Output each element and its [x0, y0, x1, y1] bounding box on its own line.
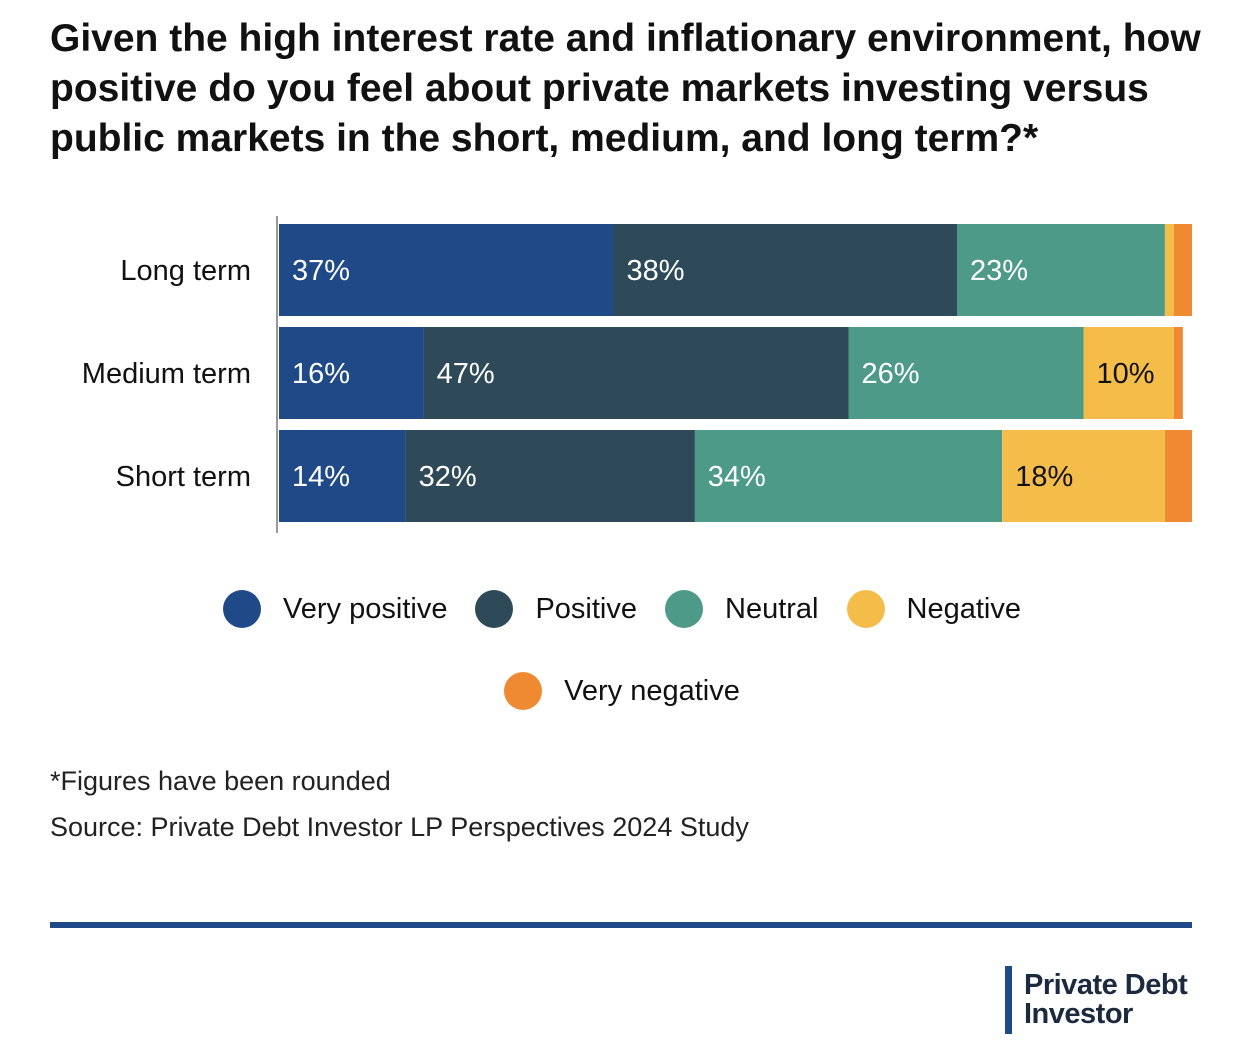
data-label-short-term-negative: 18%	[1015, 461, 1073, 493]
legend-label: Positive	[535, 592, 637, 625]
bar-short-term-very-positive	[279, 430, 406, 522]
category-label-long-term: Long term	[120, 255, 251, 287]
data-label-short-term-very-positive: 14%	[292, 461, 350, 493]
bar-medium-term-neutral	[848, 327, 1084, 419]
bar-long-term-neutral	[957, 224, 1165, 316]
logo-bar	[1005, 966, 1012, 1034]
data-label-long-term-neutral: 23%	[970, 255, 1028, 287]
legend-label: Neutral	[725, 592, 819, 625]
source-note: Source: Private Debt Investor LP Perspec…	[50, 812, 749, 842]
bar-short-term-neutral	[694, 430, 1003, 522]
bar-medium-term-very-positive	[279, 327, 424, 419]
publisher-logo: Private Debt Investor	[1005, 966, 1188, 1034]
data-label-long-term-very-positive: 37%	[292, 255, 350, 287]
legend-item-negative: Negative	[846, 590, 1021, 628]
legend-item-positive: Positive	[475, 590, 637, 628]
bar-short-term-negative	[1002, 430, 1165, 522]
data-labels: 37% 38% 23% 16% 47% 26% 10% 14% 32% 34% 18%	[292, 255, 1155, 493]
legend-swatch-icon	[223, 590, 262, 628]
legend-item-very-positive: Very positive	[223, 590, 447, 628]
divider-rule	[50, 922, 1192, 928]
bar-short-term-positive	[405, 430, 695, 522]
bar-medium-term-negative	[1083, 327, 1174, 419]
bar-medium-term-positive	[423, 327, 849, 419]
data-label-short-term-neutral: 34%	[708, 461, 766, 493]
legend-item-very-negative: Very negative	[504, 672, 740, 710]
bar-long-term-negative	[1164, 224, 1174, 316]
data-label-long-term-positive: 38%	[627, 255, 685, 287]
legend-item-neutral: Neutral	[665, 590, 819, 628]
data-label-medium-term-very-positive: 16%	[292, 358, 350, 390]
legend-label: Very negative	[564, 674, 740, 707]
data-label-short-term-positive: 32%	[419, 461, 477, 493]
legend-swatch-icon	[846, 590, 885, 628]
bar-short-term-very-negative	[1164, 430, 1192, 522]
category-label-short-term: Short term	[116, 461, 251, 493]
legend-swatch-icon	[665, 590, 703, 628]
legend-label: Negative	[906, 592, 1021, 625]
data-label-medium-term-neutral: 26%	[862, 358, 920, 390]
data-label-medium-term-positive: 47%	[437, 358, 495, 390]
legend-row-2: Very negative	[0, 672, 1244, 710]
bar-segments	[279, 224, 1192, 522]
bar-long-term-very-positive	[279, 224, 614, 316]
legend-label: Very positive	[283, 592, 448, 625]
rounding-note: *Figures have been rounded	[50, 766, 391, 796]
bar-medium-term-very-negative	[1173, 327, 1183, 419]
chart-title: Given the high interest rate and inflati…	[50, 17, 1201, 160]
legend-row-1: Very positive Positive Neutral Negative	[0, 590, 1244, 628]
stacked-bar-chart: Long term Medium term Short term 37% 38% 23%…	[82, 216, 1192, 533]
legend-swatch-icon	[504, 672, 543, 710]
data-label-medium-term-negative: 10%	[1097, 358, 1155, 390]
logo-line-1: Private Debt	[1024, 969, 1188, 1001]
category-labels: Long term Medium term Short term	[82, 255, 251, 493]
bar-long-term-positive	[613, 224, 957, 316]
legend-swatch-icon	[475, 590, 514, 628]
bar-long-term-very-negative	[1173, 224, 1192, 316]
logo-line-2: Investor	[1024, 998, 1133, 1030]
category-label-medium-term: Medium term	[82, 358, 251, 390]
